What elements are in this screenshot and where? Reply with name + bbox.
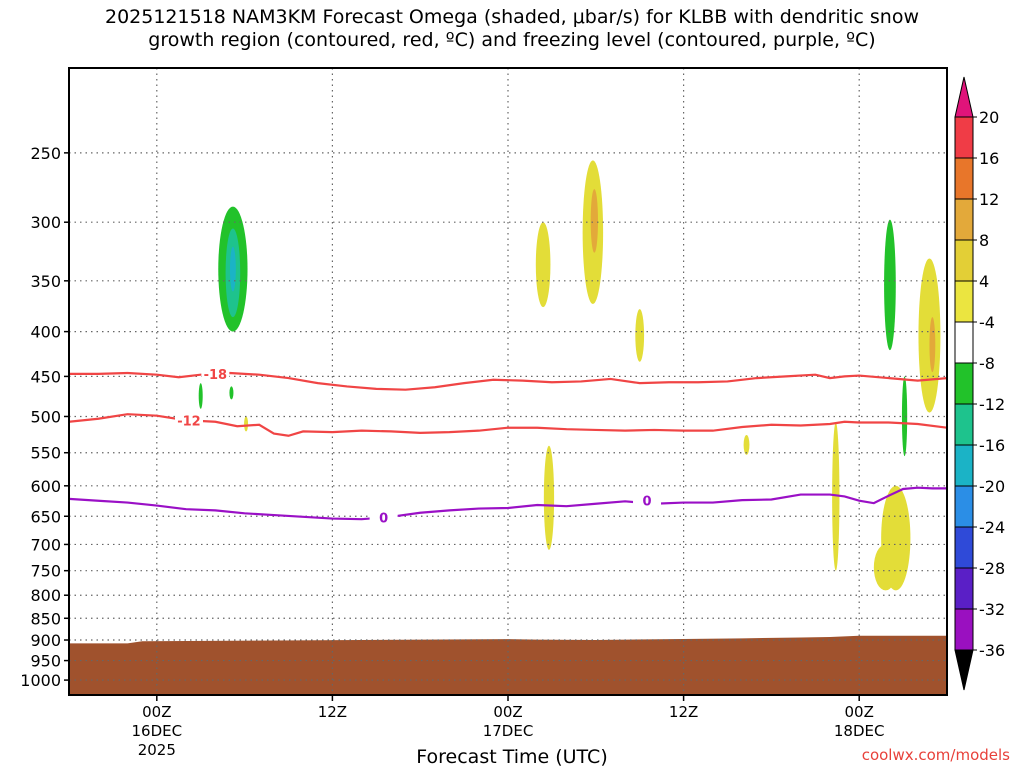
contour-label-bg [633, 493, 662, 508]
omega-region-yellow [543, 445, 555, 550]
x-tick-date: 16DEC [132, 722, 183, 740]
colorbar-label: 8 [979, 231, 989, 250]
y-tick-label: 800 [30, 586, 61, 605]
omega-region-orange [929, 317, 936, 373]
omega-region-yellow [635, 309, 645, 362]
x-axis-label: Forecast Time (UTC) [416, 746, 608, 768]
omega-region-green [884, 219, 896, 351]
y-tick-label: 300 [30, 213, 61, 232]
y-tick-label: 400 [30, 323, 61, 342]
y-tick-label: 250 [30, 144, 61, 163]
x-tick-date: 18DEC [834, 722, 885, 740]
contour-label--12: -12 [177, 414, 201, 429]
y-tick-label: 950 [30, 652, 61, 671]
x-tick-label: 00Z [142, 703, 171, 721]
y-tick-label: 700 [30, 535, 61, 554]
page-title: 2025121518 NAM3KM Forecast Omega (shaded… [0, 6, 1024, 52]
colorbar-segment [954, 280, 974, 323]
omega-shading [198, 160, 941, 591]
colorbar-label: -4 [979, 313, 995, 332]
colorbar-label: -8 [979, 354, 995, 373]
colorbar-segment [954, 157, 974, 200]
ground-layer [69, 635, 947, 695]
colorbar-label: 20 [979, 108, 999, 127]
colorbar-segment [954, 362, 974, 405]
colorbar-bottom-triangle [954, 649, 974, 691]
y-tick-label: 750 [30, 562, 61, 581]
omega-region-yellow [832, 422, 840, 571]
omega-region-yellow [743, 435, 750, 455]
title-line-2: growth region (contoured, red, ºC) and f… [148, 29, 876, 51]
x-tick-year: 2025 [138, 741, 176, 759]
omega-region-orange [590, 189, 598, 253]
contour-label-0b: 0 [642, 495, 651, 510]
colorbar-label: 4 [979, 272, 989, 291]
colorbar-segment [954, 403, 974, 446]
colorbar-segment [954, 567, 974, 610]
ground-fill [69, 635, 947, 695]
contour-label--18: -18 [204, 368, 228, 383]
y-tick-label: 600 [30, 477, 61, 496]
y-tick-label: 350 [30, 272, 61, 291]
credit-text: coolwx.com/models [861, 746, 1010, 764]
y-axis: 250 300 350 400 450 500 550 600 650 700 750 800 850 9… [20, 144, 69, 690]
omega-region-yellow [535, 222, 551, 308]
contour-line-0 [69, 486, 947, 521]
colorbar-segment [954, 526, 974, 569]
contour-layer: -18 -12 0 0 [69, 366, 947, 526]
contour-label-bg [201, 366, 230, 381]
colorbar-label: -16 [979, 436, 1005, 455]
x-tick-label: 12Z [318, 703, 347, 721]
y-tick-label: 500 [30, 407, 61, 426]
colorbar-segment [954, 116, 974, 159]
omega-region-green [901, 376, 908, 457]
omega-region-green [198, 383, 203, 409]
colorbar-label: -24 [979, 518, 1005, 537]
colorbar-label: -28 [979, 559, 1005, 578]
grid-lines [69, 68, 947, 695]
omega-region-cyan [229, 246, 236, 292]
colorbar-segment [954, 239, 974, 282]
colorbar-segment [954, 485, 974, 528]
colorbar-label: -36 [979, 641, 1005, 660]
y-tick-label: 900 [30, 631, 61, 650]
y-tick-label: 450 [30, 367, 61, 386]
y-tick-label: 1000 [20, 671, 61, 690]
title-line-1: 2025121518 NAM3KM Forecast Omega (shaded… [104, 6, 919, 28]
omega-region-yellow [918, 258, 941, 413]
colorbar-label: 16 [979, 149, 999, 168]
colorbar-label: -32 [979, 600, 1005, 619]
colorbar: 20 16 12 8 4 -4 -8 -12 -16 -20 -24 -28 -32 -36 [954, 76, 1005, 691]
colorbar-segment [954, 198, 974, 241]
colorbar-segment [954, 608, 974, 651]
omega-region-yellow [244, 416, 249, 432]
contour-label-bg [174, 413, 203, 428]
colorbar-segment [954, 321, 974, 364]
colorbar-label: -20 [979, 477, 1005, 496]
omega-region-yellow [873, 544, 898, 591]
x-tick-label: 12Z [669, 703, 698, 721]
colorbar-segment [954, 444, 974, 487]
x-tick-label: 00Z [845, 703, 874, 721]
y-tick-label: 850 [30, 609, 61, 628]
contour-label-0: 0 [379, 511, 388, 526]
y-tick-label: 650 [30, 507, 61, 526]
x-tick-date: 17DEC [483, 722, 534, 740]
y-tick-label: 550 [30, 444, 61, 463]
omega-region-green [229, 386, 234, 400]
contour-label-bg [369, 510, 398, 525]
colorbar-label: 12 [979, 190, 999, 209]
colorbar-top-triangle [954, 76, 974, 118]
contour-line--12 [69, 413, 947, 437]
x-tick-label: 00Z [493, 703, 522, 721]
colorbar-label: -12 [979, 395, 1005, 414]
